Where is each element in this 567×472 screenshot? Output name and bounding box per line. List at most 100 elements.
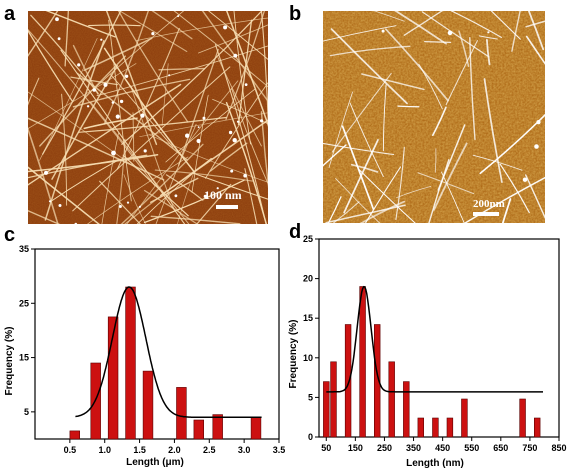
panel-label-a: a [4, 3, 16, 25]
nanofiber [45, 11, 116, 38]
nanofiber [28, 166, 100, 224]
nanofiber [244, 168, 258, 224]
y-tick-label: 25 [303, 234, 313, 244]
particle [118, 205, 122, 208]
nanofiber [83, 117, 138, 130]
nanofiber [364, 166, 402, 223]
nanofiber [28, 117, 165, 181]
nanofiber [143, 179, 245, 224]
nanofiber [486, 38, 491, 66]
particle [111, 101, 115, 104]
particle [100, 38, 103, 41]
particle [177, 15, 180, 18]
histogram-bar [374, 324, 381, 438]
x-tick-label: 50 [321, 443, 331, 453]
nanofiber [343, 139, 379, 214]
nanofiber [173, 11, 268, 88]
particle [103, 82, 108, 87]
y-tick-label: 20 [303, 274, 313, 284]
nanofiber [154, 169, 253, 182]
nanofiber [177, 173, 194, 224]
nanofiber [499, 163, 530, 214]
nanofiber [332, 201, 360, 223]
nanofiber [349, 102, 384, 177]
nanofiber [335, 178, 381, 223]
nanofiber [328, 91, 353, 169]
histogram-bar [176, 387, 187, 440]
nanofiber [209, 142, 248, 172]
nanofiber [527, 11, 545, 51]
nanofiber [450, 11, 502, 38]
x-tick-label: 450 [435, 443, 450, 453]
nanofiber [83, 37, 153, 72]
nanofiber [382, 84, 387, 152]
nanofiber [327, 196, 342, 223]
x-tick-label: 350 [406, 443, 421, 453]
particle [534, 144, 539, 149]
nanofiber [122, 154, 189, 217]
nanofiber [28, 126, 59, 224]
nanofiber [103, 11, 149, 125]
nanofiber [361, 73, 425, 91]
nanofiber [119, 11, 188, 53]
gaussian-fit-curve [326, 285, 543, 393]
panel-label-c: c [4, 224, 16, 246]
y-tick-label: 15 [303, 313, 313, 323]
nanofiber [136, 17, 268, 41]
nanofiber [214, 44, 267, 224]
y-axis-title-c: Frequency (%) [4, 327, 15, 396]
nanofiber [395, 146, 405, 221]
nanofiber [358, 168, 416, 223]
nanofiber [42, 11, 122, 155]
histogram-bar [403, 381, 410, 438]
histogram-bar [432, 417, 439, 438]
nanofiber [161, 63, 169, 127]
nanofiber [458, 30, 470, 67]
nanofiber [233, 11, 251, 145]
histogram-bar [142, 370, 154, 440]
particle [174, 194, 178, 198]
plot-frame [318, 238, 560, 438]
particle [223, 25, 228, 30]
nanofiber [96, 45, 268, 97]
particle [44, 170, 48, 175]
particle [233, 53, 238, 58]
x-tick-label: 1.5 [133, 445, 146, 455]
y-tick-label: 5 [24, 407, 29, 417]
nanofiber [225, 11, 265, 120]
nanofiber [120, 143, 204, 224]
panel-label-b: b [289, 3, 302, 25]
y-tick-label: 5 [308, 392, 313, 402]
nanofiber [445, 40, 478, 106]
nanofiber [72, 66, 231, 212]
particle [228, 130, 233, 135]
x-tick-label: 0.5 [64, 445, 77, 455]
afm-image-a: 100 nm [28, 11, 268, 224]
histogram-bar [417, 417, 424, 438]
particle [151, 32, 155, 36]
nanofiber [28, 11, 59, 57]
x-tick-label: 850 [551, 443, 566, 453]
nanofiber [511, 11, 521, 52]
nanofiber [158, 67, 206, 71]
nanofiber [501, 198, 512, 223]
histogram-bar [330, 361, 337, 438]
histogram-bar [344, 324, 352, 438]
nanofiber [403, 11, 443, 36]
x-axis-title-c: Length (μm) [126, 457, 184, 468]
nanofiber [87, 156, 189, 224]
nanofiber [139, 112, 268, 138]
nanofiber [110, 74, 174, 148]
nanofiber [478, 35, 498, 40]
particle [86, 105, 90, 108]
particle [447, 30, 453, 36]
scale-bar-label-b: 200nm [473, 198, 505, 210]
x-tick-label: 150 [348, 443, 363, 453]
particle [57, 37, 61, 41]
particle [168, 74, 171, 77]
nanofiber [208, 11, 268, 60]
particle [124, 74, 129, 78]
afm-texture-b [323, 11, 545, 223]
nanofiber [61, 93, 68, 206]
nanofiber [28, 83, 182, 186]
